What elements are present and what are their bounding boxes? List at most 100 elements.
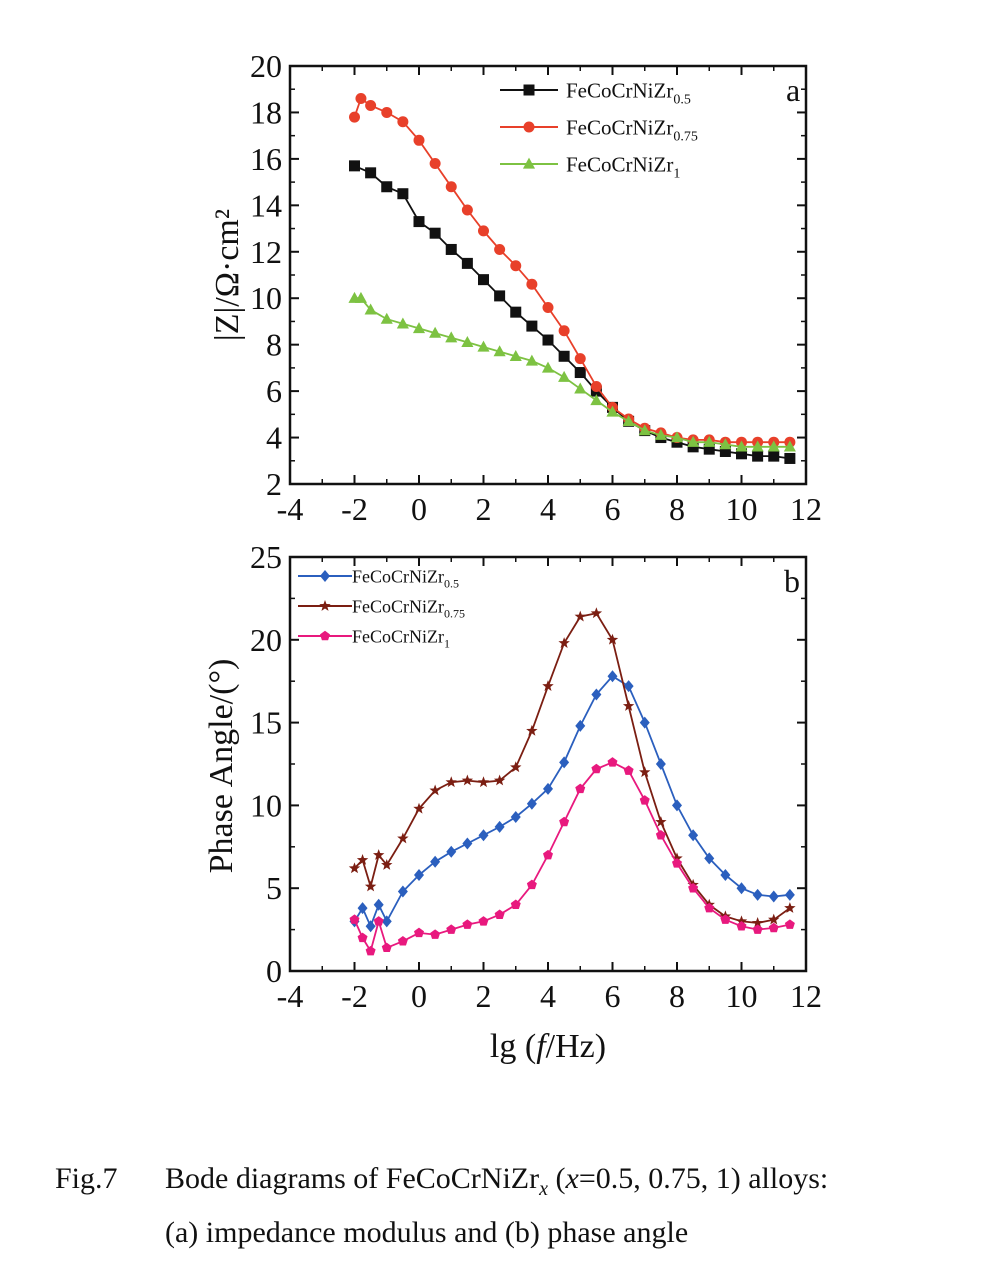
caption-variable-x: x — [565, 1162, 579, 1195]
panel-b-x-label-prefix: lg ( — [490, 1028, 536, 1065]
data-point — [784, 452, 796, 464]
panel-a-axis-ticks — [289, 65, 807, 485]
data-point — [720, 868, 731, 881]
data-point — [462, 919, 473, 929]
data-point — [413, 802, 425, 814]
data-point — [751, 916, 764, 928]
data-point — [704, 852, 715, 865]
data-point — [623, 765, 634, 775]
y-tick-label: 10 — [250, 787, 282, 823]
y-tick-label: 20 — [250, 48, 282, 84]
data-point — [590, 380, 602, 392]
data-point — [365, 920, 376, 933]
data-point — [372, 849, 385, 860]
data-point — [445, 776, 457, 788]
data-point — [736, 882, 747, 895]
legend-label-base: FeCoCrNiZr — [352, 596, 444, 616]
series-2 — [348, 607, 796, 928]
data-point — [654, 428, 667, 440]
legend-label-base: FeCoCrNiZr — [352, 626, 444, 646]
series-line — [354, 165, 791, 460]
data-point — [430, 855, 441, 868]
legend-label-base: FeCoCrNiZr — [566, 152, 673, 176]
data-point — [526, 879, 537, 890]
series-line — [353, 97, 790, 444]
y-tick-label: 10 — [250, 280, 282, 316]
data-point — [445, 243, 457, 255]
data-point — [494, 820, 505, 833]
x-tick-label: 4 — [540, 978, 556, 1014]
data-point — [559, 816, 570, 827]
data-point — [542, 334, 554, 346]
legend-marker — [320, 630, 330, 641]
panel-a-y-axis-label: |Z|/Ω·cm² — [209, 209, 246, 341]
data-point — [510, 306, 522, 318]
series-2 — [349, 93, 796, 448]
data-point — [380, 312, 393, 324]
data-point — [768, 913, 780, 925]
caption-text-start: Bode diagrams of FeCoCrNiZr — [165, 1162, 540, 1195]
y-tick-label: 20 — [250, 622, 282, 658]
data-point — [672, 799, 682, 812]
series-3 — [349, 757, 795, 956]
data-point — [510, 899, 521, 910]
data-point — [413, 134, 425, 146]
data-point — [414, 927, 424, 938]
data-point — [429, 158, 441, 170]
data-point — [606, 633, 619, 645]
legend-entry: FeCoCrNiZr1 — [500, 152, 680, 182]
data-point — [381, 106, 393, 118]
x-tick-label: -2 — [341, 491, 368, 527]
data-point — [414, 868, 424, 881]
panel-a-series — [348, 93, 796, 464]
data-point — [639, 716, 650, 729]
data-point — [355, 93, 367, 105]
panel-a-x-tick-labels: -4 -2 0 2 4 6 8 10 12 — [277, 491, 822, 527]
data-point — [396, 317, 409, 329]
x-tick-label: 4 — [540, 491, 556, 527]
panel-b-y-axis-label: Phase Angle/(°) — [203, 659, 240, 874]
caption-line-1: Fig.7 Bode diagrams of FeCoCrNiZrx (x=0.5… — [55, 1157, 975, 1211]
data-point — [461, 204, 473, 216]
data-point — [606, 405, 619, 417]
legend-label-base: FeCoCrNiZr — [352, 566, 444, 586]
legend-marker — [320, 570, 330, 582]
data-point — [784, 919, 795, 929]
data-point — [719, 445, 731, 457]
data-point — [591, 763, 602, 774]
x-tick-label: 8 — [669, 491, 685, 527]
data-point — [509, 349, 522, 361]
data-point — [736, 448, 747, 460]
legend-label-subscript: 0.5 — [673, 93, 691, 108]
legend-entry: FeCoCrNiZr0.5 — [298, 566, 459, 591]
caption-text-end: =0.5, 0.75, 1) alloys: — [578, 1162, 829, 1195]
data-point — [357, 932, 368, 943]
data-point — [622, 414, 635, 426]
data-point — [591, 688, 602, 701]
data-point — [783, 440, 796, 452]
x-tick-label: -4 — [277, 491, 304, 527]
y-tick-label: 16 — [250, 141, 282, 177]
legend-entry: FeCoCrNiZr0.75 — [298, 596, 465, 621]
data-point — [526, 320, 538, 332]
data-point — [397, 935, 408, 946]
data-point — [752, 924, 763, 934]
data-point — [704, 902, 715, 913]
data-point — [493, 774, 506, 786]
x-tick-label: 12 — [790, 978, 822, 1014]
data-point — [574, 367, 586, 379]
panel-b-x-axis-label: lg (f/Hz) — [490, 1028, 606, 1065]
y-tick-label: 4 — [266, 420, 282, 456]
data-point — [349, 914, 360, 924]
data-point — [735, 915, 748, 927]
data-point — [607, 757, 618, 767]
x-tick-label: 10 — [726, 978, 758, 1014]
data-point — [575, 783, 586, 794]
data-point — [623, 680, 634, 693]
x-tick-label: 2 — [476, 491, 492, 527]
data-point — [688, 882, 699, 893]
y-tick-label: 2 — [266, 466, 282, 502]
panel-b-plot-frame — [288, 555, 808, 973]
